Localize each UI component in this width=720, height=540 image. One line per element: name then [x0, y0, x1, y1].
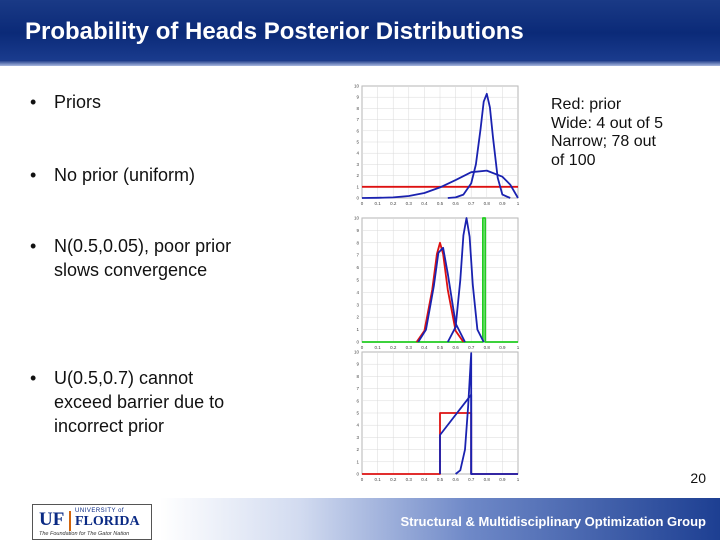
y-tick-label: 10: [354, 216, 360, 221]
x-tick-label: 0: [361, 477, 364, 482]
x-tick-label: 0.3: [406, 477, 413, 482]
series-line-2-3: [417, 246, 466, 343]
x-tick-label: 0.7: [468, 201, 475, 206]
y-tick-label: 5: [356, 278, 359, 283]
series-line-3-3: [455, 352, 473, 475]
uf-logo: UF UNIVERSITY of FLORIDA The Foundation …: [32, 504, 152, 540]
y-tick-label: 8: [356, 106, 359, 111]
x-tick-label: 0.9: [499, 345, 506, 350]
bullet-dot: •: [30, 236, 37, 256]
x-tick-label: 0.8: [484, 477, 491, 482]
y-tick-label: 0: [356, 196, 359, 201]
x-tick-label: 0.4: [421, 477, 428, 482]
y-tick-label: 5: [356, 411, 359, 416]
x-tick-label: 1: [517, 345, 520, 350]
series-line-2-4: [447, 217, 485, 343]
page-number: 20: [690, 470, 706, 486]
series-line-2-2: [415, 241, 465, 343]
y-tick-label: 3: [356, 435, 359, 440]
x-tick-label: 0.3: [406, 201, 413, 206]
x-tick-label: 0.1: [374, 201, 381, 206]
y-tick-label: 7: [356, 117, 359, 122]
x-tick-label: 0.6: [452, 201, 459, 206]
y-tick-label: 0: [356, 472, 359, 477]
y-tick-label: 8: [356, 374, 359, 379]
y-tick-label: 2: [356, 315, 359, 320]
note-line: Wide: 4 out of 5: [551, 114, 664, 132]
slide-title: Probability of Heads Posterior Distribut…: [25, 18, 524, 45]
bullet-dot: •: [30, 165, 37, 185]
y-tick-label: 8: [356, 240, 359, 245]
x-tick-label: 0.6: [452, 345, 459, 350]
y-tick-label: 1: [356, 327, 359, 332]
y-tick-label: 4: [356, 423, 359, 428]
y-tick-label: 10: [354, 350, 360, 355]
x-tick-label: 0.3: [406, 345, 413, 350]
x-tick-label: 1: [517, 477, 520, 482]
y-tick-label: 9: [356, 228, 359, 233]
y-tick-label: 4: [356, 151, 359, 156]
bullet-dot: •: [30, 368, 37, 388]
y-tick-label: 9: [356, 362, 359, 367]
y-tick-label: 2: [356, 173, 359, 178]
y-tick-label: 3: [356, 162, 359, 167]
series-line-1-2: [361, 169, 519, 199]
x-tick-label: 0.1: [374, 345, 381, 350]
x-tick-label: 0.7: [468, 345, 475, 350]
x-tick-label: 0.1: [374, 477, 381, 482]
legend-note: Red: prior Wide: 4 out of 5 Narrow; 78 o…: [551, 96, 701, 170]
y-tick-label: 9: [356, 95, 359, 100]
y-tick-label: 6: [356, 265, 359, 270]
y-tick-label: 7: [356, 386, 359, 391]
y-tick-label: 7: [356, 253, 359, 258]
y-tick-label: 0: [356, 340, 359, 345]
bullet-dot: •: [30, 92, 37, 112]
x-tick-label: 0.4: [421, 345, 428, 350]
x-tick-label: 0.9: [499, 477, 506, 482]
x-tick-label: 0.4: [421, 201, 428, 206]
y-tick-label: 10: [354, 84, 360, 89]
y-tick-label: 6: [356, 398, 359, 403]
title-bar: Probability of Heads Posterior Distribut…: [0, 0, 720, 66]
y-tick-label: 2: [356, 447, 359, 452]
x-tick-label: 0.2: [390, 477, 397, 482]
x-tick-label: 0.8: [484, 201, 491, 206]
x-tick-label: 0.5: [437, 345, 444, 350]
x-tick-label: 0: [361, 345, 364, 350]
x-tick-label: 0.6: [452, 477, 459, 482]
y-tick-label: 5: [356, 140, 359, 145]
y-tick-label: 6: [356, 128, 359, 133]
x-tick-label: 1: [517, 201, 520, 206]
x-tick-label: 0.9: [499, 201, 506, 206]
x-tick-label: 0.5: [437, 201, 444, 206]
y-tick-label: 1: [356, 459, 359, 464]
x-tick-label: 0.2: [390, 201, 397, 206]
x-tick-label: 0.5: [437, 477, 444, 482]
x-tick-label: 0.7: [468, 477, 475, 482]
note-line: Red: prior: [551, 96, 622, 113]
x-tick-label: 0: [361, 201, 364, 206]
x-tick-label: 0.2: [390, 345, 397, 350]
y-tick-label: 3: [356, 302, 359, 307]
note-line: of 100: [551, 151, 596, 169]
note-line: Narrow; 78 out: [551, 133, 656, 150]
y-tick-label: 4: [356, 290, 359, 295]
footer-bar: Structural & Multidisciplinary Optimizat…: [160, 498, 720, 540]
series-line-1-3: [447, 92, 511, 199]
footer-text: Structural & Multidisciplinary Optimizat…: [400, 514, 706, 529]
x-tick-label: 0.8: [484, 345, 491, 350]
y-tick-label: 1: [356, 184, 359, 189]
